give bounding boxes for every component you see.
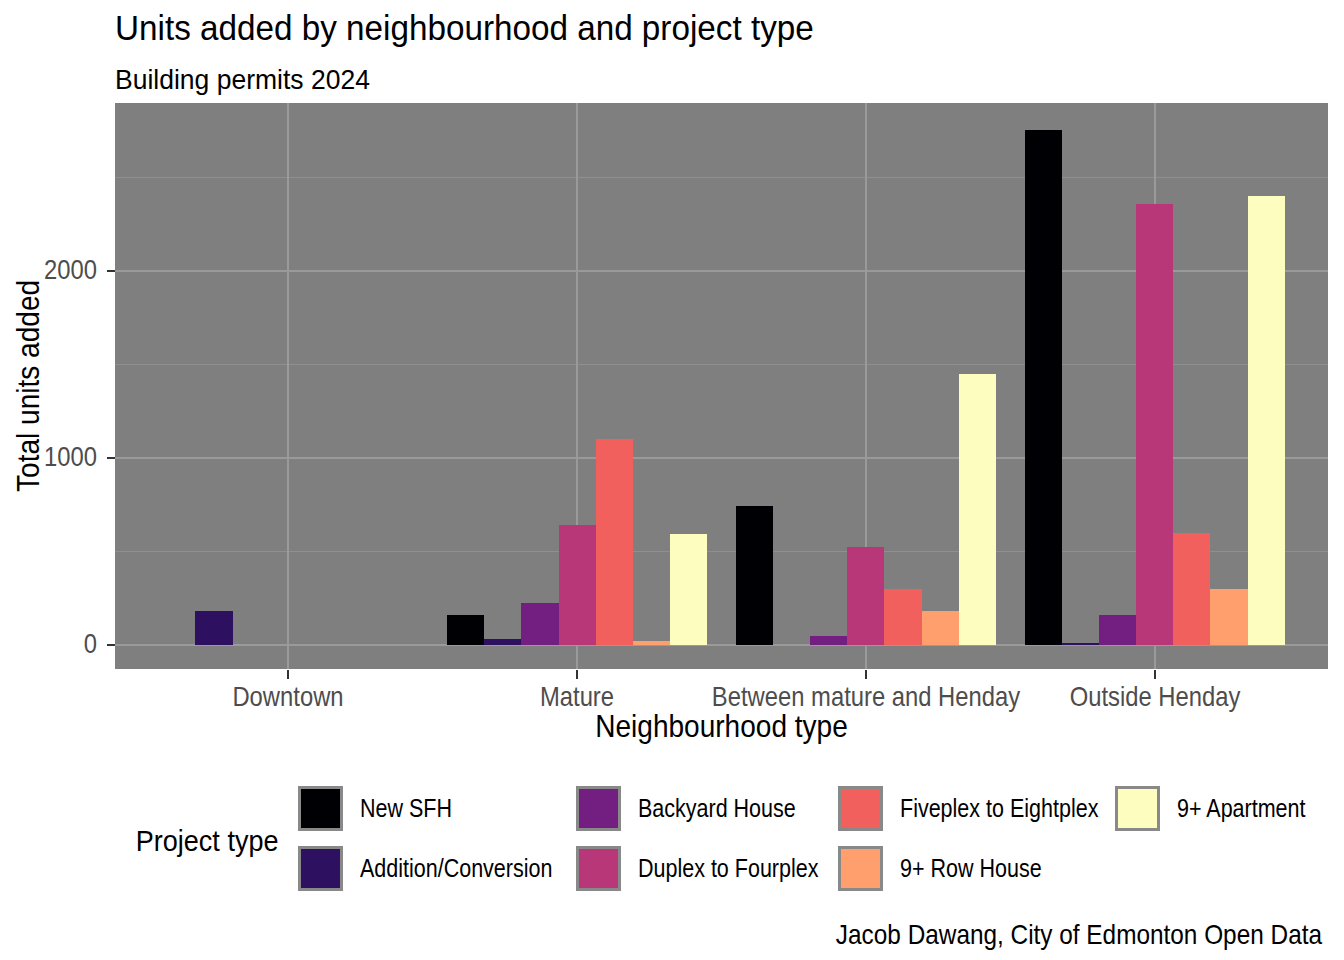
legend-key-addition-conversion — [298, 846, 343, 891]
x-tick-mark — [287, 670, 289, 679]
legend-key-9-row-house — [838, 846, 883, 891]
bar-9-row-house — [1210, 589, 1247, 645]
legend-key-new-sfh — [298, 786, 343, 831]
gridline-minor — [115, 177, 1328, 178]
legend-label: Addition/Conversion — [360, 846, 552, 891]
y-tick-mark — [107, 457, 115, 459]
x-axis-title: Neighbourhood type — [182, 708, 1262, 745]
chart-figure: Units added by neighbourhood and project… — [0, 0, 1344, 960]
bar-addition-conversion — [484, 639, 521, 645]
x-tick-mark — [865, 670, 867, 679]
bar-addition-conversion — [1062, 643, 1099, 645]
bar-backyard-house — [521, 603, 558, 645]
chart-caption: Jacob Dawang, City of Edmonton Open Data — [800, 919, 1322, 951]
bar-fiveplex-to-eightplex — [1173, 533, 1210, 645]
y-tick-label: 0 — [38, 630, 98, 658]
gridline-vertical — [287, 103, 289, 669]
bar-duplex-to-fourplex — [559, 525, 596, 645]
bar-duplex-to-fourplex — [1136, 204, 1173, 645]
bar-9-row-house — [633, 641, 670, 645]
bar-new-sfh — [1025, 130, 1062, 645]
legend-label: 9+ Row House — [900, 846, 1042, 891]
x-tick-mark — [1154, 670, 1156, 679]
bar-fiveplex-to-eightplex — [596, 439, 633, 645]
bar-9-apartment — [959, 374, 996, 645]
legend-key-fiveplex-to-eightplex — [838, 786, 883, 831]
legend-label: New SFH — [360, 786, 452, 831]
legend-label: Backyard House — [638, 786, 796, 831]
bar-backyard-house — [810, 636, 847, 645]
y-axis-title: Total units added — [10, 134, 42, 638]
chart-title: Units added by neighbourhood and project… — [115, 8, 814, 48]
x-tick-label: Outside Henday — [985, 683, 1325, 711]
bar-new-sfh — [447, 615, 484, 645]
legend-label: Duplex to Fourplex — [638, 846, 818, 891]
legend-title: Project type — [135, 824, 278, 858]
bar-addition-conversion — [195, 611, 232, 645]
bar-9-row-house — [922, 611, 959, 645]
bar-fiveplex-to-eightplex — [884, 589, 921, 645]
bar-duplex-to-fourplex — [847, 547, 884, 645]
bar-backyard-house — [1099, 615, 1136, 645]
legend-label: Fiveplex to Eightplex — [900, 786, 1098, 831]
y-tick-mark — [107, 270, 115, 272]
legend-key-duplex-to-fourplex — [576, 846, 621, 891]
bar-9-apartment — [1248, 196, 1285, 645]
bar-9-apartment — [670, 534, 707, 645]
legend-label: 9+ Apartment — [1177, 786, 1305, 831]
y-tick-mark — [107, 644, 115, 646]
legend-key-backyard-house — [576, 786, 621, 831]
legend-key-9-apartment — [1115, 786, 1160, 831]
plot-panel — [115, 103, 1328, 669]
chart-subtitle: Building permits 2024 — [115, 63, 370, 96]
bar-new-sfh — [736, 506, 773, 645]
x-tick-mark — [576, 670, 578, 679]
